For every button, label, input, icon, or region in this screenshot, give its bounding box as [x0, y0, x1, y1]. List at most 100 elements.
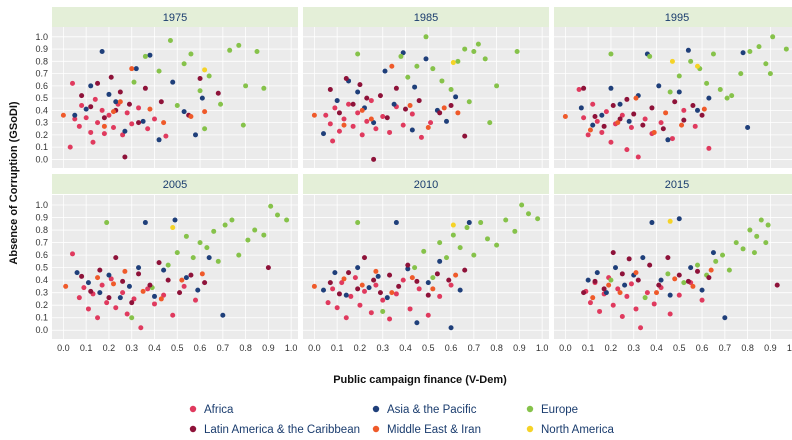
data-point: [647, 262, 653, 268]
data-point: [327, 280, 333, 286]
data-point: [763, 61, 769, 67]
data-point: [617, 290, 623, 296]
data-point: [389, 290, 395, 296]
data-point: [448, 282, 454, 288]
y-tick-label: 0.0: [35, 154, 48, 164]
data-point: [265, 265, 271, 271]
data-point: [695, 63, 700, 69]
data-point: [439, 78, 445, 84]
data-point: [462, 46, 468, 52]
data-point: [503, 217, 509, 223]
data-point: [446, 277, 452, 283]
data-point: [79, 273, 85, 279]
data-point: [183, 233, 189, 239]
data-point: [211, 228, 217, 234]
x-tick-label: 0.9: [513, 343, 526, 353]
data-point: [197, 240, 203, 246]
data-point: [245, 237, 251, 243]
data-point: [656, 282, 662, 288]
facet-strip: [303, 174, 549, 194]
data-point: [720, 252, 726, 258]
data-point: [311, 283, 317, 289]
data-point: [97, 290, 103, 296]
facet-strip: [303, 7, 549, 27]
data-point: [412, 265, 418, 271]
data-point: [126, 283, 132, 289]
data-point: [334, 98, 340, 104]
data-point: [190, 255, 196, 261]
data-point: [685, 278, 691, 284]
data-point: [161, 292, 167, 298]
data-point: [136, 265, 142, 271]
y-tick-label: 0.4: [35, 275, 48, 285]
data-point: [763, 240, 769, 246]
data-point: [327, 87, 333, 93]
x-tick-label: 0.1: [331, 343, 344, 353]
data-point: [384, 115, 390, 121]
y-tick-label: 0.9: [35, 44, 48, 54]
data-point: [188, 272, 194, 278]
data-point: [681, 280, 687, 286]
data-point: [170, 312, 176, 318]
facet-panel-1975: 1975 0.0 0.1 0.2 0.3 0.4 0.5 0.6 0.7 0.8 0.9 1.0: [35, 7, 298, 168]
data-point: [106, 91, 112, 97]
legend-item: Latin America & the Caribbean: [189, 424, 360, 436]
data-point: [95, 315, 101, 321]
data-point: [104, 220, 110, 226]
data-point: [275, 212, 280, 218]
data-point: [88, 129, 94, 135]
data-point: [706, 145, 712, 151]
data-point: [710, 250, 716, 256]
data-point: [70, 251, 75, 257]
x-tick-label: 1.0: [787, 343, 792, 353]
data-point: [414, 278, 420, 284]
data-point: [628, 281, 634, 287]
data-point: [405, 266, 411, 272]
data-point: [667, 311, 673, 317]
data-point: [676, 89, 682, 95]
data-point: [204, 245, 210, 251]
data-point: [462, 267, 468, 273]
data-point: [261, 232, 267, 238]
data-point: [362, 255, 367, 261]
x-tick-label: 0.2: [354, 343, 367, 353]
data-point: [603, 109, 609, 115]
x-tick-label: 0.0: [308, 343, 321, 353]
data-point: [120, 132, 126, 138]
data-point: [389, 63, 395, 69]
data-point: [464, 225, 470, 231]
data-point: [578, 105, 584, 111]
data-point: [117, 89, 123, 95]
data-point: [193, 297, 198, 303]
data-point: [448, 87, 454, 93]
data-point: [336, 291, 342, 297]
data-point: [202, 126, 208, 132]
facet-strip: [52, 174, 298, 194]
data-point: [450, 222, 456, 228]
data-point: [722, 315, 728, 321]
data-point: [362, 288, 367, 294]
data-point: [122, 128, 128, 134]
data-point: [236, 42, 242, 48]
data-point: [106, 112, 112, 118]
data-point: [599, 112, 605, 118]
data-point: [594, 270, 600, 276]
data-point: [359, 132, 365, 138]
y-axis-title: Absence of Corruption (GSoDI): [8, 101, 20, 265]
data-point: [494, 83, 500, 89]
data-point: [67, 144, 73, 150]
data-point: [120, 290, 126, 296]
data-point: [101, 131, 107, 137]
data-point: [108, 74, 114, 80]
data-point: [756, 44, 762, 50]
data-point: [688, 265, 694, 271]
data-point: [681, 107, 687, 113]
data-point: [713, 258, 719, 264]
y-tick-label: 0.6: [35, 81, 48, 91]
y-tick-label: 0.1: [35, 142, 48, 152]
data-point: [131, 296, 137, 302]
data-point: [101, 123, 107, 129]
data-point: [405, 262, 411, 268]
data-point: [206, 255, 212, 261]
data-point: [199, 271, 205, 277]
